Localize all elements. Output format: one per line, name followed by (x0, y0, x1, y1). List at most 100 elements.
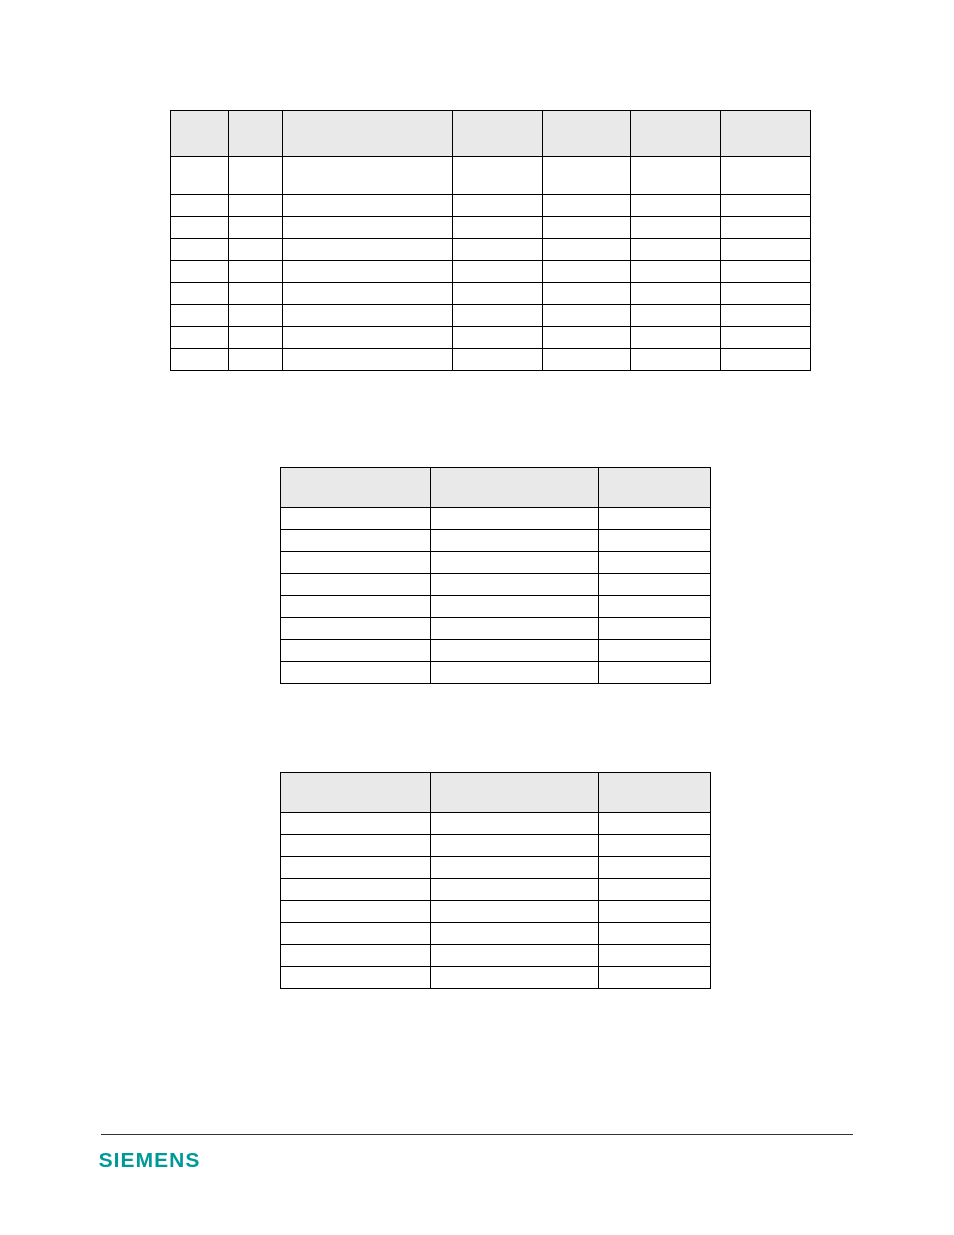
table-cell (229, 195, 283, 217)
table-cell (431, 640, 599, 662)
table-cell (281, 468, 431, 508)
table-cell (599, 857, 711, 879)
table-cell (283, 195, 453, 217)
table-cell (543, 305, 631, 327)
siemens-logo: SIEMENS (99, 1150, 201, 1173)
table-cell (599, 923, 711, 945)
table-cell (281, 530, 431, 552)
table-cell (453, 327, 543, 349)
table-cell (431, 967, 599, 989)
table-cell (631, 111, 721, 157)
table-cell (721, 349, 811, 371)
table-row (281, 901, 711, 923)
table-cell (171, 305, 229, 327)
table-cell (281, 923, 431, 945)
table-cell (721, 327, 811, 349)
table-cell (281, 901, 431, 923)
table-cell (431, 468, 599, 508)
table-cell (431, 552, 599, 574)
spacer (120, 371, 834, 467)
table-3 (280, 772, 711, 989)
table-cell (453, 111, 543, 157)
table-row (281, 967, 711, 989)
table-cell (721, 239, 811, 261)
table-cell (543, 217, 631, 239)
table-row (281, 923, 711, 945)
table-row (281, 773, 711, 813)
table-cell (229, 217, 283, 239)
table-row (281, 596, 711, 618)
table-cell (599, 945, 711, 967)
table-cell (599, 640, 711, 662)
table-cell (431, 773, 599, 813)
table-cell (431, 945, 599, 967)
table-cell (599, 773, 711, 813)
table-cell (599, 596, 711, 618)
table-cell (281, 967, 431, 989)
table-row (171, 261, 811, 283)
table-cell (171, 195, 229, 217)
table-cell (431, 596, 599, 618)
table-cell (283, 111, 453, 157)
table-row (281, 618, 711, 640)
table-cell (431, 508, 599, 530)
table-cell (431, 923, 599, 945)
table-cell (543, 195, 631, 217)
table-row (171, 283, 811, 305)
table-cell (171, 157, 229, 195)
table-cell (281, 552, 431, 574)
table-cell (453, 157, 543, 195)
table-cell (171, 239, 229, 261)
table-row (171, 157, 811, 195)
table-cell (283, 261, 453, 283)
table-row (281, 662, 711, 684)
table-cell (283, 349, 453, 371)
table-cell (453, 349, 543, 371)
page: SIEMENS (0, 0, 954, 1235)
table-row (281, 640, 711, 662)
table-cell (453, 283, 543, 305)
table-2 (280, 467, 711, 684)
table-cell (599, 835, 711, 857)
table-cell (631, 195, 721, 217)
table-cell (453, 305, 543, 327)
table-cell (281, 835, 431, 857)
table-cell (229, 349, 283, 371)
table-cell (283, 239, 453, 261)
table-cell (171, 217, 229, 239)
table-cell (631, 305, 721, 327)
table-cell (631, 327, 721, 349)
table-cell (453, 261, 543, 283)
table-row (281, 530, 711, 552)
table-cell (281, 879, 431, 901)
table-cell (431, 835, 599, 857)
table-row (281, 813, 711, 835)
table-row (281, 879, 711, 901)
table-cell (229, 261, 283, 283)
table-1 (170, 110, 811, 371)
table-cell (599, 618, 711, 640)
table-cell (171, 283, 229, 305)
table-cell (229, 111, 283, 157)
table-row (281, 945, 711, 967)
table-cell (281, 813, 431, 835)
table-cell (229, 327, 283, 349)
table-cell (599, 574, 711, 596)
table-cell (543, 261, 631, 283)
table-cell (599, 813, 711, 835)
table-row (281, 835, 711, 857)
table-cell (281, 945, 431, 967)
table-cell (543, 283, 631, 305)
table-cell (281, 773, 431, 813)
table-cell (543, 349, 631, 371)
table-cell (631, 349, 721, 371)
table-cell (281, 596, 431, 618)
spacer (120, 684, 834, 772)
table-cell (283, 305, 453, 327)
table-cell (631, 217, 721, 239)
table-cell (631, 261, 721, 283)
table-cell (431, 857, 599, 879)
table-cell (599, 901, 711, 923)
table-row (281, 468, 711, 508)
footer-divider (101, 1134, 853, 1135)
